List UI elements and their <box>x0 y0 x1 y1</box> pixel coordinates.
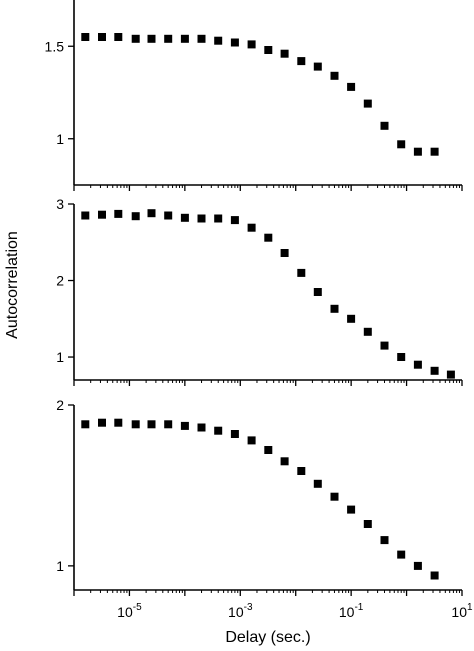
panel-1-data-point <box>98 33 106 41</box>
panel-3-data-point <box>247 436 256 445</box>
x-tick-label: 10-5 <box>117 602 142 620</box>
panel-2-data-point <box>430 366 439 375</box>
panel-2-data-point <box>131 212 140 221</box>
panel-1-data-point <box>247 40 256 49</box>
panel-3-data-point <box>264 446 273 454</box>
panel-1-data-point <box>397 140 406 149</box>
panel-1-y-tick-label: 1 <box>56 131 64 147</box>
panel-1-data-point <box>180 34 189 43</box>
panel-3-data-point <box>347 505 356 514</box>
panel-1-data-point <box>114 33 123 41</box>
panel-3-data-point <box>131 420 140 429</box>
x-tick-label: 10-3 <box>228 602 253 620</box>
panel-2-data-point <box>313 288 322 296</box>
panel-1-data-point <box>313 62 322 71</box>
panel-2-data-point <box>230 216 239 225</box>
panel-1-data-point <box>347 82 356 91</box>
panel-1-data-point <box>430 147 439 156</box>
panel-1-data-point <box>330 71 339 80</box>
panel-1-data-point <box>230 38 239 47</box>
panel-1-data-point <box>380 121 389 130</box>
panel-3-data-point <box>98 418 106 427</box>
panel-2-data-point <box>330 304 339 313</box>
panel-1: 11.5 <box>45 0 463 191</box>
panel-1-data-point <box>363 99 372 108</box>
panel-1-data-point <box>214 36 223 45</box>
panel-3-data-point <box>81 420 90 429</box>
panel-1-data-point <box>264 46 273 54</box>
panel-2-data-point <box>147 209 156 218</box>
panel-2-y-tick-label: 3 <box>56 196 64 212</box>
panel-1-data-point <box>164 34 173 43</box>
panel-3-data-point <box>313 479 322 488</box>
panel-3-data-point <box>330 492 339 501</box>
panel-3-data-point <box>114 418 123 427</box>
panel-3-data-point <box>363 520 372 528</box>
panel-2-data-point <box>197 214 206 223</box>
panel-2-data-point <box>380 341 389 350</box>
panel-3-data-point <box>297 467 306 475</box>
panel-1-data-point <box>413 147 422 156</box>
panel-2-y-tick-label: 1 <box>56 349 64 365</box>
panel-2-data-point <box>180 213 189 222</box>
panel-2-data-point <box>247 223 256 232</box>
panel-3-data-point <box>380 536 389 545</box>
panel-3-data-point <box>430 571 439 580</box>
panel-3: 12 <box>56 397 463 596</box>
panel-3-data-point <box>197 423 206 432</box>
panel-2-data-point <box>81 211 90 220</box>
panel-2-data-point <box>363 327 372 336</box>
panel-1-data-point <box>131 34 140 43</box>
panel-2-data-point <box>264 233 273 242</box>
panel-1-data-point <box>297 57 306 66</box>
panel-3-data-point <box>147 420 156 429</box>
panel-2-data-point <box>114 209 123 218</box>
panel-1-data-point <box>147 34 156 43</box>
x-axis-title: Delay (sec.) <box>225 629 310 646</box>
panel-2-data-point <box>214 214 223 223</box>
panel-2-data-point <box>280 249 289 257</box>
panel-3-data-point <box>164 420 173 429</box>
x-tick-label: 10-1 <box>339 602 364 620</box>
x-tick-label: 101 <box>451 602 473 620</box>
panel-2: 1 2 3 <box>56 196 463 386</box>
panel-2-y-tick-label: 2 <box>56 273 64 289</box>
panel-3-y-tick-label: 2 <box>56 397 64 413</box>
panel-3-data-point <box>180 421 189 430</box>
panel-2-data-point <box>446 370 455 379</box>
panel-1-y-tick-label: 1.5 <box>45 38 65 54</box>
panel-1-data-point <box>280 49 289 58</box>
panel-3-data-point <box>413 561 422 570</box>
x-axis: 10-5 10-3 10-1 101 <box>117 602 473 620</box>
panel-3-y-tick-label: 1 <box>56 558 64 574</box>
panel-2-data-point <box>98 210 106 219</box>
panel-3-data-point <box>280 457 289 466</box>
y-axis-title: Autocorrelation <box>4 231 21 339</box>
panel-1-data-point <box>197 34 206 43</box>
panel-2-data-point <box>397 353 406 361</box>
panel-2-data-point <box>347 314 356 323</box>
panel-2-data-point <box>297 268 306 277</box>
panel-3-data-point <box>397 550 406 559</box>
panel-2-data-point <box>164 211 173 220</box>
panel-3-data-point <box>230 430 239 438</box>
panel-1-data-point <box>81 33 90 41</box>
panel-3-data-point <box>214 426 223 435</box>
panel-2-data-point <box>413 360 422 369</box>
